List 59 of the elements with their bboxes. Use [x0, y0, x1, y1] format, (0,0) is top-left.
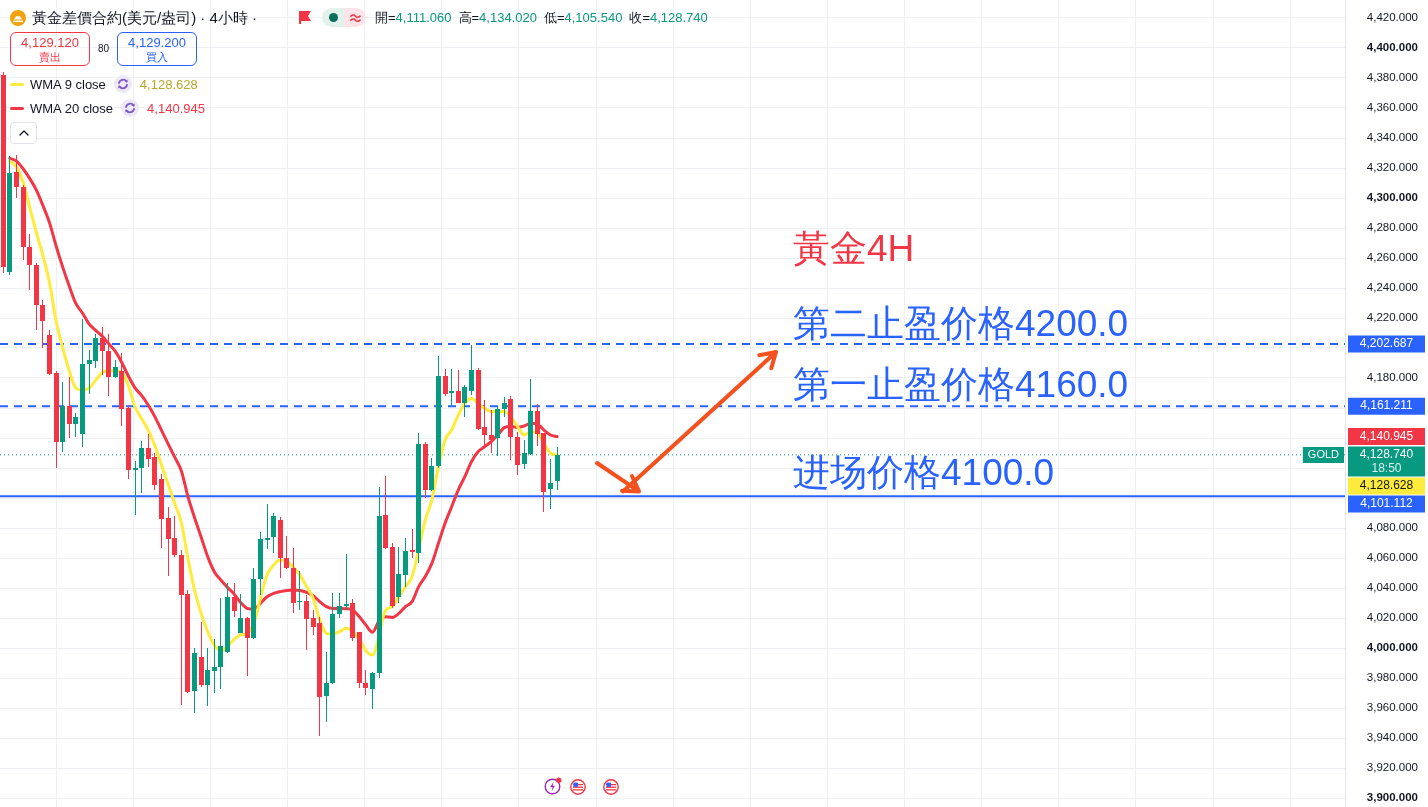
annotation: 買入: [146, 50, 168, 64]
text: 黃金差價合約(美元/盎司) · 4小時 ·: [32, 8, 257, 27]
y-tick-label: 4,240.000: [1366, 281, 1418, 294]
y-tick-label: 4,020.000: [1366, 611, 1418, 624]
annotation: 開=4,111.060: [375, 9, 452, 25]
y-tick-label: 4,000.000: [1366, 641, 1418, 654]
annotation: 80: [96, 43, 111, 55]
y-tick-label: 4,080.000: [1366, 521, 1418, 534]
annotation: 第二止盈价格4200.0: [793, 303, 1129, 344]
y-tick-label: 3,920.000: [1366, 761, 1418, 774]
annotation: 4,128.628: [139, 76, 198, 92]
text: 4,140.945: [1359, 428, 1414, 443]
y-tick-label: 4,300.000: [1366, 191, 1418, 204]
text: 4,128.628: [1359, 478, 1414, 493]
legend-label: WMA 20 close: [30, 100, 114, 116]
y-tick-label: 3,980.000: [1366, 671, 1418, 684]
annotation: 收=4,128.740: [629, 9, 708, 25]
annotation: 4,140.945: [147, 100, 205, 116]
candlestick: [363, 670, 368, 695]
y-tick-label: 4,380.000: [1366, 71, 1418, 84]
candlestick: [548, 459, 553, 509]
y-tick-label: 4,360.000: [1366, 101, 1418, 114]
candlestick: [344, 554, 349, 610]
y-tick-label: 4,260.000: [1366, 251, 1418, 264]
ref-line-label: 4,202.687: [1359, 336, 1414, 351]
annotation: 4,129.200: [128, 34, 186, 51]
y-tick-label: 4,420.000: [1366, 11, 1418, 24]
ref-line-label: 4,128.740: [1359, 447, 1414, 462]
candlestick: [297, 571, 302, 610]
legend-label: WMA 9 close: [30, 76, 106, 92]
annotation: 第一止盈价格4160.0: [793, 364, 1129, 405]
y-tick-label: 4,220.000: [1366, 311, 1418, 324]
candlestick: [133, 461, 138, 515]
annotation: 黃金4H: [793, 228, 915, 269]
annotation: 低=4,105.540: [543, 9, 623, 25]
y-tick-label: 3,960.000: [1366, 701, 1418, 714]
annotation: 4,129.120: [21, 34, 79, 51]
annotation: GOLD: [1307, 448, 1340, 461]
candlestick: [324, 652, 329, 722]
y-tick-label: 3,900.000: [1366, 791, 1418, 804]
y-tick-label: 4,400.000: [1366, 41, 1418, 54]
y-tick-label: 4,340.000: [1366, 131, 1418, 144]
annotation: 賣出: [39, 50, 61, 64]
candlestick: [449, 369, 454, 407]
y-tick-label: 3,940.000: [1366, 731, 1418, 744]
y-tick-label: 4,060.000: [1366, 551, 1418, 564]
candlestick: [212, 639, 217, 693]
candlestick: [265, 504, 270, 549]
y-tick-label: 4,280.000: [1366, 221, 1418, 234]
annotation: 高=4,134.020: [458, 9, 537, 25]
annotation: 进场价格4100.0: [793, 452, 1055, 493]
y-tick-label: 4,320.000: [1366, 161, 1418, 174]
y-tick-label: 4,040.000: [1366, 581, 1418, 594]
ref-line-label: 4,161.211: [1360, 398, 1414, 413]
candlestick: [489, 410, 494, 453]
ref-line-label: 4,101.112: [1360, 496, 1414, 511]
y-tick-label: 4,180.000: [1366, 371, 1418, 384]
text: 18:50: [1371, 460, 1402, 475]
candlestick: [410, 529, 415, 558]
